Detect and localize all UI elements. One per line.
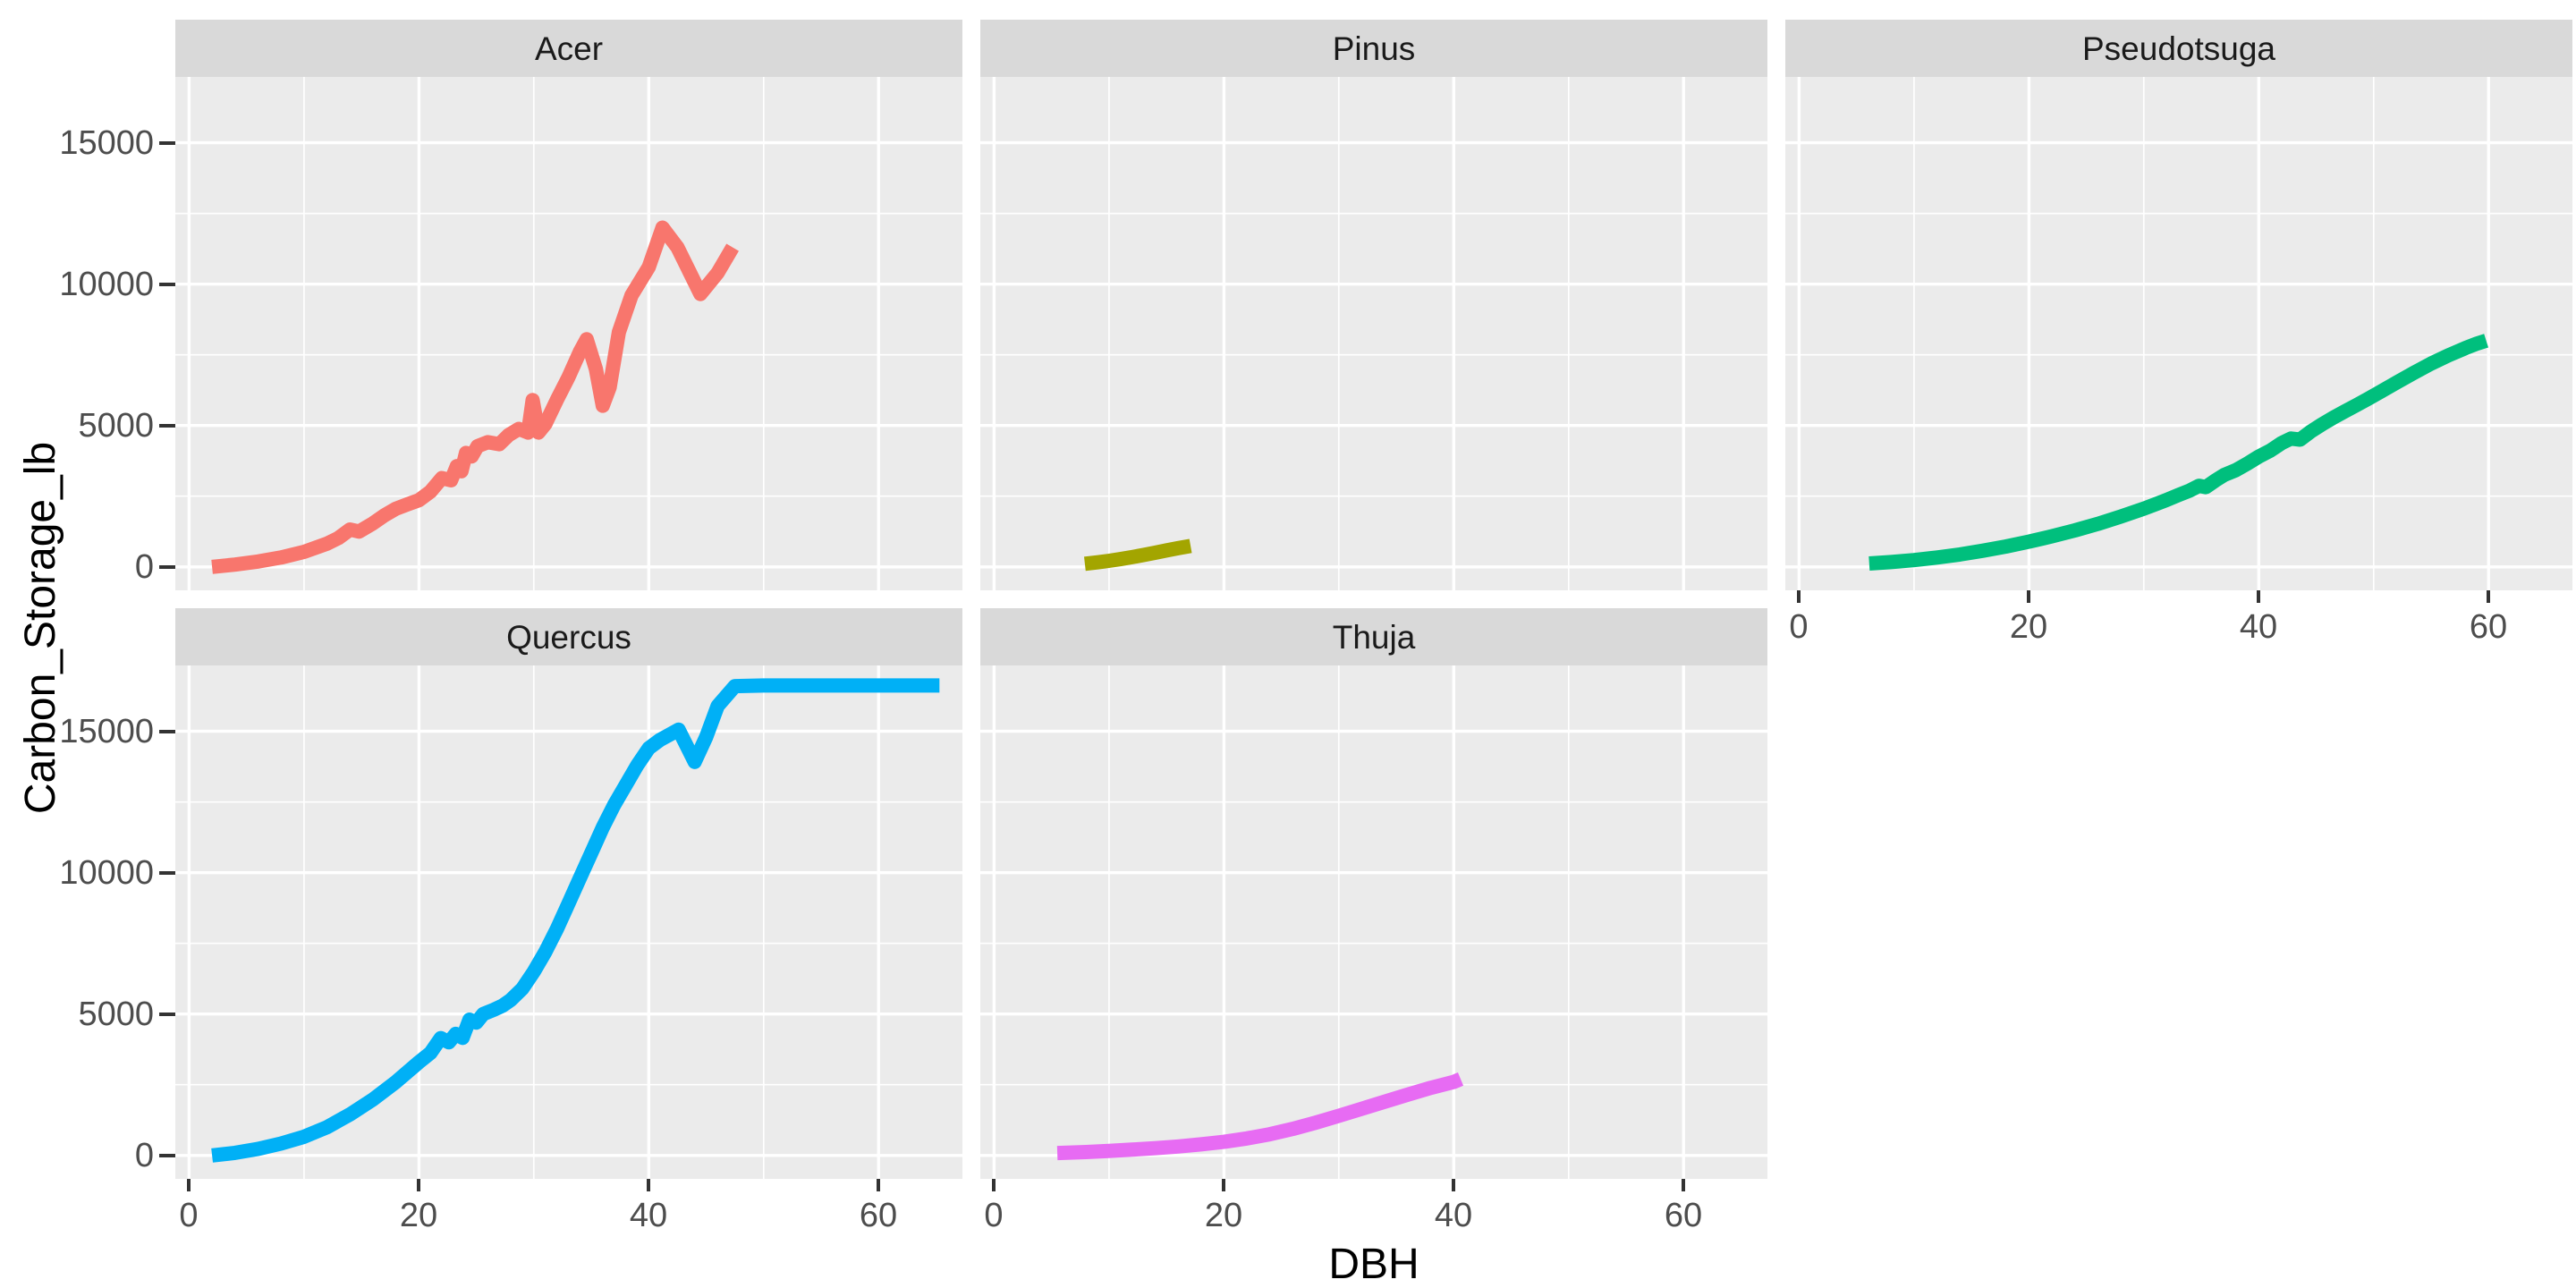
facet-strip-label: Quercus	[506, 618, 631, 656]
y-tick-mark	[159, 565, 175, 569]
y-tick-label: 10000	[59, 854, 154, 892]
panel-background	[1785, 77, 2572, 590]
y-tick-mark	[159, 424, 175, 428]
facet-strip: Pinus	[980, 20, 1767, 77]
x-tick-label: 20	[399, 1197, 438, 1234]
facet-strip-label: Acer	[534, 30, 604, 67]
x-tick-label: 40	[629, 1197, 668, 1234]
x-tick-label: 40	[1434, 1197, 1473, 1234]
y-tick-label: 5000	[78, 996, 154, 1033]
panel-background	[980, 77, 1767, 590]
y-axis-title: Carbon_Storage_lb	[17, 441, 64, 815]
x-tick-mark	[2487, 590, 2490, 603]
x-axis-title: DBH	[1328, 1241, 1419, 1288]
facet-panel	[175, 77, 962, 590]
facet-panel-svg	[980, 665, 1767, 1179]
facet-strip: Pseudotsuga	[1785, 20, 2572, 77]
facet-panel-svg	[175, 665, 962, 1179]
x-tick-mark	[877, 1179, 880, 1191]
facet-panel	[175, 665, 962, 1179]
x-tick-mark	[1682, 1179, 1685, 1191]
x-tick-label: 20	[1204, 1197, 1243, 1234]
facet-strip: Thuja	[980, 608, 1767, 665]
trend-line	[1868, 334, 2488, 571]
trend-line	[1083, 538, 1192, 572]
x-tick-mark	[1222, 1179, 1225, 1191]
y-tick-label: 15000	[59, 713, 154, 750]
x-tick-label: 60	[1664, 1197, 1703, 1234]
x-tick-mark	[187, 1179, 191, 1191]
x-tick-label: 40	[2239, 608, 2278, 646]
x-tick-mark	[2257, 590, 2260, 603]
panel-background	[175, 77, 962, 590]
x-tick-mark	[1797, 590, 1801, 603]
facet-strip-label: Pinus	[1332, 30, 1416, 67]
x-tick-mark	[647, 1179, 650, 1191]
y-tick-label: 10000	[59, 266, 154, 303]
trend-line	[211, 678, 940, 1163]
facet-panel-svg	[175, 77, 962, 590]
panel-background	[175, 665, 962, 1179]
y-tick-label: 0	[134, 1137, 154, 1174]
facet-strip-label: Pseudotsuga	[2081, 30, 2275, 67]
x-tick-label: 60	[859, 1197, 898, 1234]
facet-strip: Quercus	[175, 608, 962, 665]
y-tick-label: 0	[134, 548, 154, 586]
y-tick-mark	[159, 141, 175, 145]
facet-panel-svg	[1785, 77, 2572, 590]
y-tick-mark	[159, 283, 175, 286]
facet-strip: Acer	[175, 20, 962, 77]
x-tick-mark	[2027, 590, 2030, 603]
y-tick-mark	[159, 871, 175, 875]
facet-panel	[980, 77, 1767, 590]
x-tick-label: 0	[1789, 608, 1809, 646]
trend-line	[211, 220, 739, 574]
y-tick-mark	[159, 1013, 175, 1016]
y-tick-mark	[159, 1154, 175, 1157]
x-tick-label: 60	[2469, 608, 2508, 646]
facet-panel	[980, 665, 1767, 1179]
facet-panel	[1785, 77, 2572, 590]
y-tick-label: 5000	[78, 407, 154, 445]
x-tick-label: 0	[984, 1197, 1004, 1234]
x-tick-mark	[1452, 1179, 1455, 1191]
trend-line	[1056, 1072, 1464, 1161]
x-tick-mark	[992, 1179, 996, 1191]
x-tick-mark	[417, 1179, 420, 1191]
y-tick-label: 15000	[59, 124, 154, 162]
x-tick-label: 20	[2009, 608, 2048, 646]
x-tick-label: 0	[179, 1197, 199, 1234]
facet-strip-label: Thuja	[1332, 618, 1416, 656]
y-tick-mark	[159, 730, 175, 733]
facet-panel-svg	[980, 77, 1767, 590]
panel-background	[980, 665, 1767, 1179]
